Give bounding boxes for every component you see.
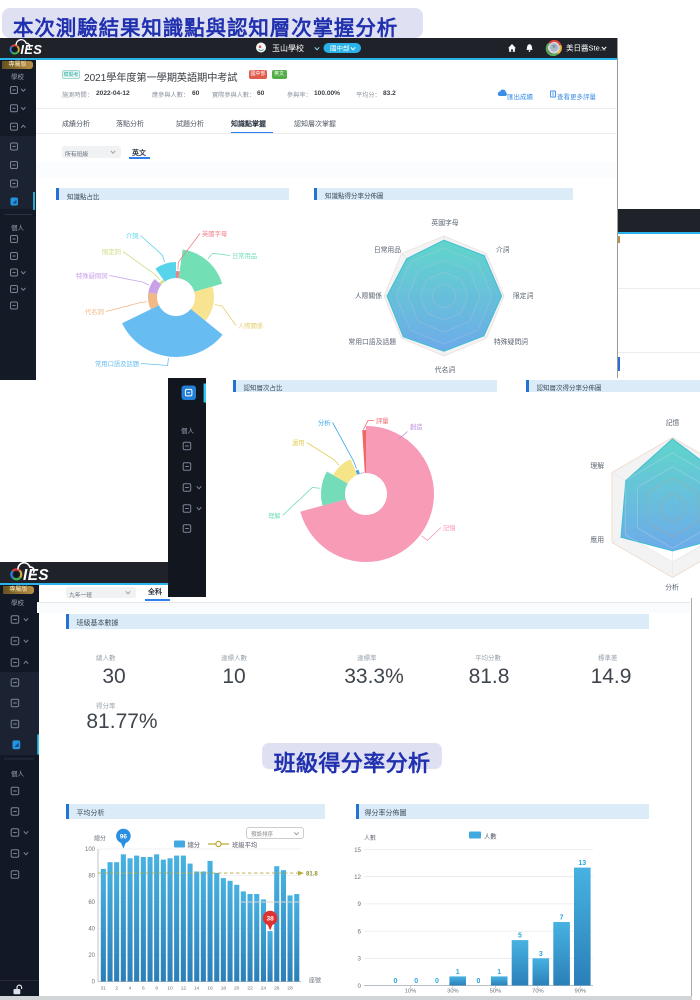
svg-text:限定詞: 限定詞 <box>102 247 121 256</box>
svg-text:6: 6 <box>142 986 145 992</box>
svg-text:特殊疑問詞: 特殊疑問詞 <box>76 271 107 280</box>
svg-text:22: 22 <box>247 986 253 992</box>
svg-text:7: 7 <box>560 915 564 922</box>
svg-text:4: 4 <box>129 986 132 992</box>
svg-text:評量: 評量 <box>376 416 389 425</box>
svg-text:理解: 理解 <box>590 461 604 470</box>
svg-text:記憶: 記憶 <box>666 418 680 427</box>
svg-text:40: 40 <box>88 927 95 933</box>
svg-text:理解: 理解 <box>268 511 281 520</box>
svg-text:13: 13 <box>578 860 586 867</box>
svg-text:英國字母: 英國字母 <box>431 218 458 227</box>
svg-text:運用: 運用 <box>292 438 305 447</box>
svg-text:0: 0 <box>393 978 397 985</box>
svg-text:介詞: 介詞 <box>126 231 139 240</box>
svg-text:30%: 30% <box>447 989 459 995</box>
svg-text:人際關係: 人際關係 <box>238 321 263 330</box>
svg-text:IES: IES <box>23 567 49 584</box>
svg-text:8: 8 <box>155 986 158 992</box>
svg-text:0: 0 <box>92 980 96 986</box>
svg-text:常用口語及話題: 常用口語及話題 <box>348 337 396 346</box>
svg-text:5: 5 <box>518 933 522 940</box>
svg-text:80: 80 <box>88 874 95 880</box>
svg-text:1: 1 <box>456 969 460 976</box>
svg-text:20: 20 <box>234 986 240 992</box>
svg-text:特殊疑問詞: 特殊疑問詞 <box>494 337 528 346</box>
svg-text:31: 31 <box>101 986 107 992</box>
svg-text:96: 96 <box>120 833 128 840</box>
svg-text:應用: 應用 <box>590 535 604 544</box>
svg-text:玉山學校: 玉山學校 <box>272 43 304 53</box>
svg-text:日常用品: 日常用品 <box>232 251 257 260</box>
svg-text:代名詞: 代名詞 <box>85 307 104 316</box>
svg-text:50%: 50% <box>490 989 502 995</box>
svg-text:20: 20 <box>88 953 95 959</box>
svg-text:24: 24 <box>261 986 267 992</box>
svg-text:6: 6 <box>358 928 362 935</box>
svg-text:70%: 70% <box>532 989 544 995</box>
svg-text:9: 9 <box>358 901 362 908</box>
svg-text:座號: 座號 <box>309 977 321 985</box>
svg-text:IES: IES <box>20 42 42 57</box>
svg-text:60: 60 <box>88 900 95 906</box>
svg-text:100: 100 <box>85 847 96 853</box>
svg-text:10: 10 <box>167 986 173 992</box>
svg-text:0: 0 <box>414 978 418 985</box>
svg-text:15: 15 <box>354 847 361 854</box>
svg-text:26: 26 <box>274 986 280 992</box>
svg-text:16: 16 <box>207 986 213 992</box>
svg-text:限定詞: 限定詞 <box>513 291 534 300</box>
svg-text:10%: 10% <box>405 989 417 995</box>
svg-text:人數: 人數 <box>364 834 376 842</box>
svg-text:3: 3 <box>358 956 362 963</box>
svg-text:人數: 人數 <box>484 832 497 841</box>
svg-text:班級平均: 班級平均 <box>232 840 257 849</box>
svg-text:90%: 90% <box>574 989 586 995</box>
svg-text:分析: 分析 <box>318 418 331 427</box>
svg-text:0: 0 <box>358 983 362 990</box>
svg-text:美日醬Ste...: 美日醬Ste... <box>566 43 606 53</box>
svg-text:2: 2 <box>115 986 118 992</box>
svg-text:常用口語及話題: 常用口語及話題 <box>95 359 140 368</box>
svg-text:12: 12 <box>354 874 361 881</box>
svg-text:18: 18 <box>221 986 227 992</box>
svg-text:總分: 總分 <box>188 840 201 849</box>
svg-text:0: 0 <box>477 978 481 985</box>
svg-text:代名詞: 代名詞 <box>435 365 456 374</box>
svg-text:0: 0 <box>435 978 439 985</box>
svg-text:總分: 總分 <box>94 835 106 843</box>
svg-text:81.8: 81.8 <box>306 871 318 877</box>
svg-text:28: 28 <box>287 986 293 992</box>
svg-text:3: 3 <box>539 951 543 958</box>
svg-text:12: 12 <box>181 986 187 992</box>
svg-text:記憶: 記憶 <box>443 523 456 532</box>
svg-text:分析: 分析 <box>665 583 679 592</box>
svg-text:國中部: 國中部 <box>330 43 350 52</box>
svg-text:38: 38 <box>266 915 274 922</box>
svg-text:英國字母: 英國字母 <box>202 229 227 238</box>
svg-text:14: 14 <box>194 986 200 992</box>
svg-text:日常用品: 日常用品 <box>374 245 401 254</box>
svg-text:創造: 創造 <box>410 422 423 431</box>
svg-text:1: 1 <box>497 969 501 976</box>
svg-text:人際關係: 人際關係 <box>355 291 382 300</box>
svg-text:介詞: 介詞 <box>496 245 510 254</box>
